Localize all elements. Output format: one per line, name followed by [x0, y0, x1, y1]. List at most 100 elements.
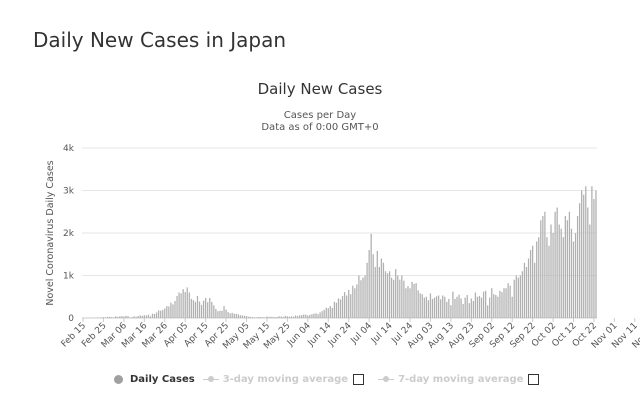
bar[interactable] — [433, 297, 436, 318]
bar[interactable] — [364, 275, 366, 319]
bar[interactable] — [190, 298, 192, 319]
bar[interactable] — [585, 186, 587, 318]
bar[interactable] — [507, 283, 509, 318]
bar[interactable] — [292, 316, 295, 318]
legend-item-3-day-average[interactable]: 3-day moving average — [202, 373, 370, 385]
bar[interactable] — [247, 316, 250, 318]
bar[interactable] — [133, 316, 135, 318]
bar[interactable] — [476, 296, 479, 318]
bar[interactable] — [172, 304, 174, 318]
bar[interactable] — [106, 316, 109, 318]
bar[interactable] — [411, 281, 413, 319]
bar[interactable] — [256, 317, 258, 318]
bar[interactable] — [405, 288, 407, 318]
bar[interactable] — [209, 298, 211, 318]
bar[interactable] — [260, 317, 262, 318]
bar[interactable] — [123, 316, 125, 318]
bar[interactable] — [325, 307, 327, 318]
bar[interactable] — [162, 309, 164, 318]
bar[interactable] — [108, 316, 111, 318]
bar[interactable] — [446, 301, 448, 318]
bar[interactable] — [440, 299, 442, 318]
bar[interactable] — [570, 228, 573, 318]
bar[interactable] — [307, 315, 309, 318]
bar[interactable] — [104, 317, 107, 318]
bar[interactable] — [358, 275, 360, 319]
bar[interactable] — [374, 267, 376, 318]
bar[interactable] — [315, 313, 317, 318]
bar[interactable] — [448, 298, 450, 319]
bar[interactable] — [231, 312, 233, 318]
bar[interactable] — [337, 298, 340, 318]
bar[interactable] — [147, 314, 150, 318]
bar[interactable] — [415, 283, 417, 318]
bar[interactable] — [472, 301, 474, 318]
bar[interactable] — [233, 313, 235, 318]
bar[interactable] — [466, 295, 468, 318]
bar[interactable] — [450, 305, 452, 318]
bar[interactable] — [574, 233, 577, 318]
bar[interactable] — [560, 228, 562, 318]
bar[interactable] — [311, 314, 313, 318]
bar[interactable] — [258, 316, 260, 318]
bar[interactable] — [548, 245, 550, 318]
bar[interactable] — [215, 309, 217, 318]
bar[interactable] — [495, 295, 497, 318]
bar[interactable] — [581, 190, 583, 319]
bar[interactable] — [217, 311, 219, 318]
bar[interactable] — [235, 313, 237, 318]
bar[interactable] — [139, 315, 141, 318]
bar[interactable] — [219, 310, 221, 318]
bar[interactable] — [186, 287, 188, 318]
bar[interactable] — [160, 310, 162, 318]
bar[interactable] — [503, 288, 505, 318]
bar[interactable] — [290, 316, 293, 318]
bar[interactable] — [460, 298, 462, 318]
bar[interactable] — [174, 301, 176, 318]
bar[interactable] — [458, 294, 460, 319]
bar[interactable] — [423, 297, 425, 318]
bar[interactable] — [538, 237, 540, 318]
bar[interactable] — [202, 300, 205, 318]
bar[interactable] — [499, 290, 501, 318]
bar[interactable] — [274, 317, 276, 318]
bar[interactable] — [111, 317, 113, 318]
bar[interactable] — [319, 312, 321, 318]
bar[interactable] — [478, 295, 481, 318]
bar[interactable] — [356, 284, 358, 318]
bar[interactable] — [583, 194, 585, 318]
bar[interactable] — [331, 307, 333, 318]
bar[interactable] — [313, 313, 315, 318]
bar[interactable] — [303, 314, 305, 318]
bar[interactable] — [184, 292, 186, 318]
bar[interactable] — [143, 315, 145, 318]
bar[interactable] — [587, 207, 589, 319]
bar[interactable] — [225, 309, 227, 319]
bar[interactable] — [158, 310, 160, 318]
bar[interactable] — [135, 316, 137, 318]
bar[interactable] — [435, 296, 438, 318]
bar[interactable] — [237, 314, 239, 318]
bar[interactable] — [360, 280, 362, 318]
bar[interactable] — [264, 317, 266, 318]
bar[interactable] — [487, 305, 489, 318]
bar[interactable] — [489, 297, 491, 318]
checkbox-3-day-average[interactable] — [353, 373, 365, 385]
bar[interactable] — [395, 269, 397, 319]
bar[interactable] — [286, 316, 289, 318]
bar[interactable] — [343, 292, 346, 318]
bar[interactable] — [211, 301, 213, 318]
bar[interactable] — [558, 224, 560, 319]
bar[interactable] — [442, 295, 444, 318]
bar[interactable] — [409, 288, 411, 318]
bar[interactable] — [589, 224, 591, 319]
bar[interactable] — [511, 296, 513, 318]
bar[interactable] — [276, 316, 278, 318]
bar[interactable] — [282, 316, 284, 318]
bar[interactable] — [491, 288, 493, 318]
bar[interactable] — [421, 294, 423, 318]
bar[interactable] — [513, 279, 515, 318]
bar[interactable] — [280, 316, 282, 318]
bar[interactable] — [288, 316, 291, 318]
bar[interactable] — [323, 309, 325, 318]
